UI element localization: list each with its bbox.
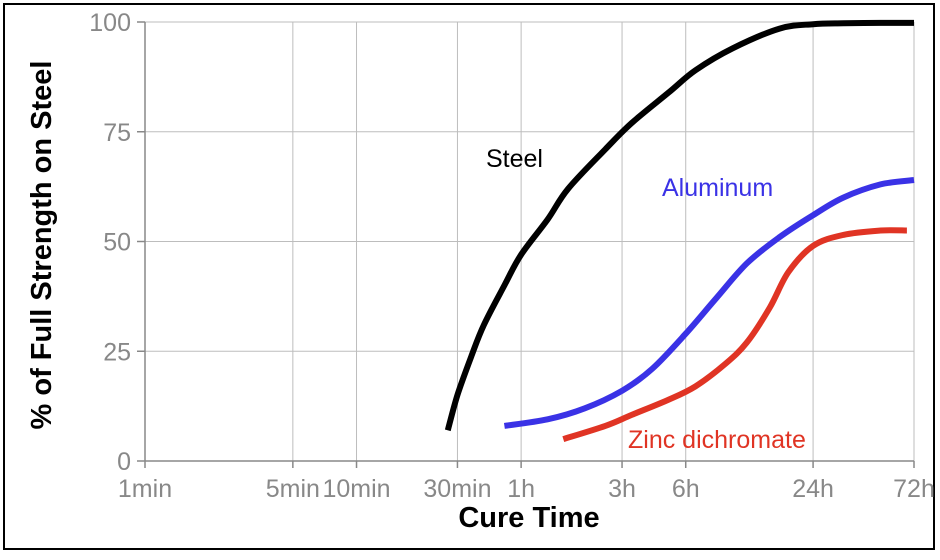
x-tick-label: 72h [893, 475, 935, 503]
y-axis-title: % of Full Strength on Steel [26, 61, 58, 430]
x-tick-label: 5min [266, 475, 320, 503]
x-tick-label: 10min [322, 475, 390, 503]
y-tick-label: 50 [103, 229, 131, 257]
x-tick-label: 1h [507, 475, 535, 503]
y-tick-label: 75 [103, 119, 131, 147]
x-tick-label: 1min [118, 475, 172, 503]
x-tick-label: 30min [423, 475, 491, 503]
x-axis-title: Cure Time [458, 502, 599, 534]
series-line-aluminum [503, 177, 915, 429]
y-tick-label: 100 [89, 9, 131, 37]
chart-frame [3, 3, 935, 550]
series-lines [444, 19, 915, 442]
series-label-aluminum: Aluminum [662, 174, 773, 202]
y-tick-label: 0 [117, 448, 131, 476]
series-label-zinc-dichromate: Zinc dichromate [628, 426, 806, 454]
tick-labels: 1min 5min 10min 30min 1h 3h 6h 24h 72h 0 25 50 75 100 [89, 9, 935, 503]
series-line-zinc-dichromate [562, 227, 907, 442]
x-tick-label: 24h [792, 475, 834, 503]
x-tick-label: 6h [672, 475, 700, 503]
x-tick-label: 3h [608, 475, 636, 503]
series-label-steel: Steel [486, 145, 543, 173]
y-tick-label: 25 [103, 338, 131, 366]
series-line-steel [444, 19, 915, 432]
